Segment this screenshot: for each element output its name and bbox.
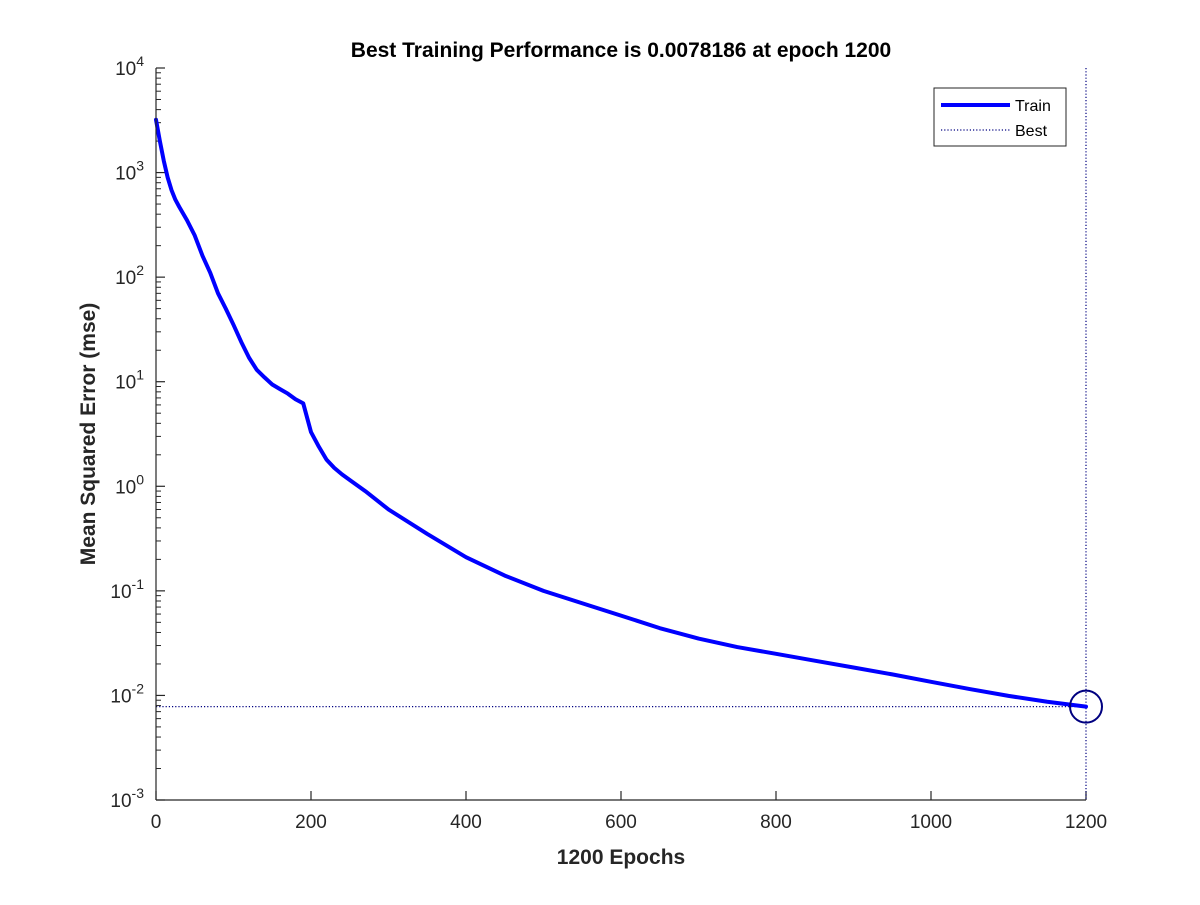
y-tick-label: 10-3 xyxy=(110,785,144,812)
axis-ticks: 0 200 400 600 800 1000 1200 104 103 102 101 100 10-1… xyxy=(110,53,1107,833)
y-axis-label: Mean Squared Error (mse) xyxy=(77,303,100,566)
y-tick-label: 104 xyxy=(115,53,144,80)
legend-train-label: Train xyxy=(1015,98,1051,115)
y-tick-label: 102 xyxy=(115,262,144,289)
chart-title: Best Training Performance is 0.0078186 a… xyxy=(351,39,891,62)
y-tick-label: 100 xyxy=(115,471,144,498)
train-series-line xyxy=(154,117,1088,709)
x-tick-label: 600 xyxy=(605,812,637,833)
y-tick-label: 10-2 xyxy=(110,680,144,707)
legend-box xyxy=(933,87,1067,147)
data-layer xyxy=(154,68,1103,800)
y-tick-label: 103 xyxy=(115,158,144,185)
x-tick-label: 400 xyxy=(450,812,482,833)
x-axis-label: 1200 Epochs xyxy=(557,846,685,869)
x-tick-label: 0 xyxy=(151,812,162,833)
y-tick-label: 101 xyxy=(115,367,144,394)
axes-box xyxy=(155,68,1086,801)
best-point-marker xyxy=(1069,689,1103,724)
x-tick-label: 200 xyxy=(295,812,327,833)
x-tick-label: 1200 xyxy=(1065,812,1107,833)
y-tick-label: 10-1 xyxy=(110,576,144,603)
x-tick-label: 1000 xyxy=(910,812,952,833)
legend: Train Best xyxy=(933,87,1067,147)
plot-area xyxy=(156,68,1086,800)
legend-best-label: Best xyxy=(1015,123,1048,140)
x-tick-label: 800 xyxy=(760,812,792,833)
